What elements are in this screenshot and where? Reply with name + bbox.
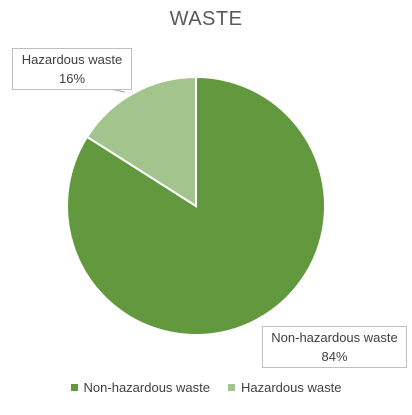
- data-label-hazardous-category: Hazardous waste: [21, 52, 123, 67]
- data-label-non-hazardous-value: 84%: [321, 349, 348, 364]
- legend: Non-hazardous waste Hazardous waste: [0, 380, 412, 395]
- legend-label-non-hazardous: Non-hazardous waste: [83, 380, 210, 395]
- data-label-hazardous-value: 16%: [58, 71, 86, 86]
- legend-item-non-hazardous: Non-hazardous waste: [70, 380, 210, 395]
- legend-label-hazardous: Hazardous waste: [241, 380, 342, 395]
- legend-swatch-hazardous: [228, 384, 235, 391]
- chart-title: WASTE: [169, 8, 243, 30]
- data-label-hazardous: Hazardous waste 16%: [12, 48, 132, 90]
- data-label-non-hazardous-category: Non-hazardous waste: [271, 330, 398, 345]
- data-label-non-hazardous: Non-hazardous waste 84%: [262, 326, 407, 368]
- legend-item-hazardous: Hazardous waste: [228, 380, 341, 395]
- pie-slices: [66, 75, 326, 336]
- pie-slice-hazardous: [85, 75, 197, 208]
- legend-swatch-non-hazardous: [70, 384, 78, 391]
